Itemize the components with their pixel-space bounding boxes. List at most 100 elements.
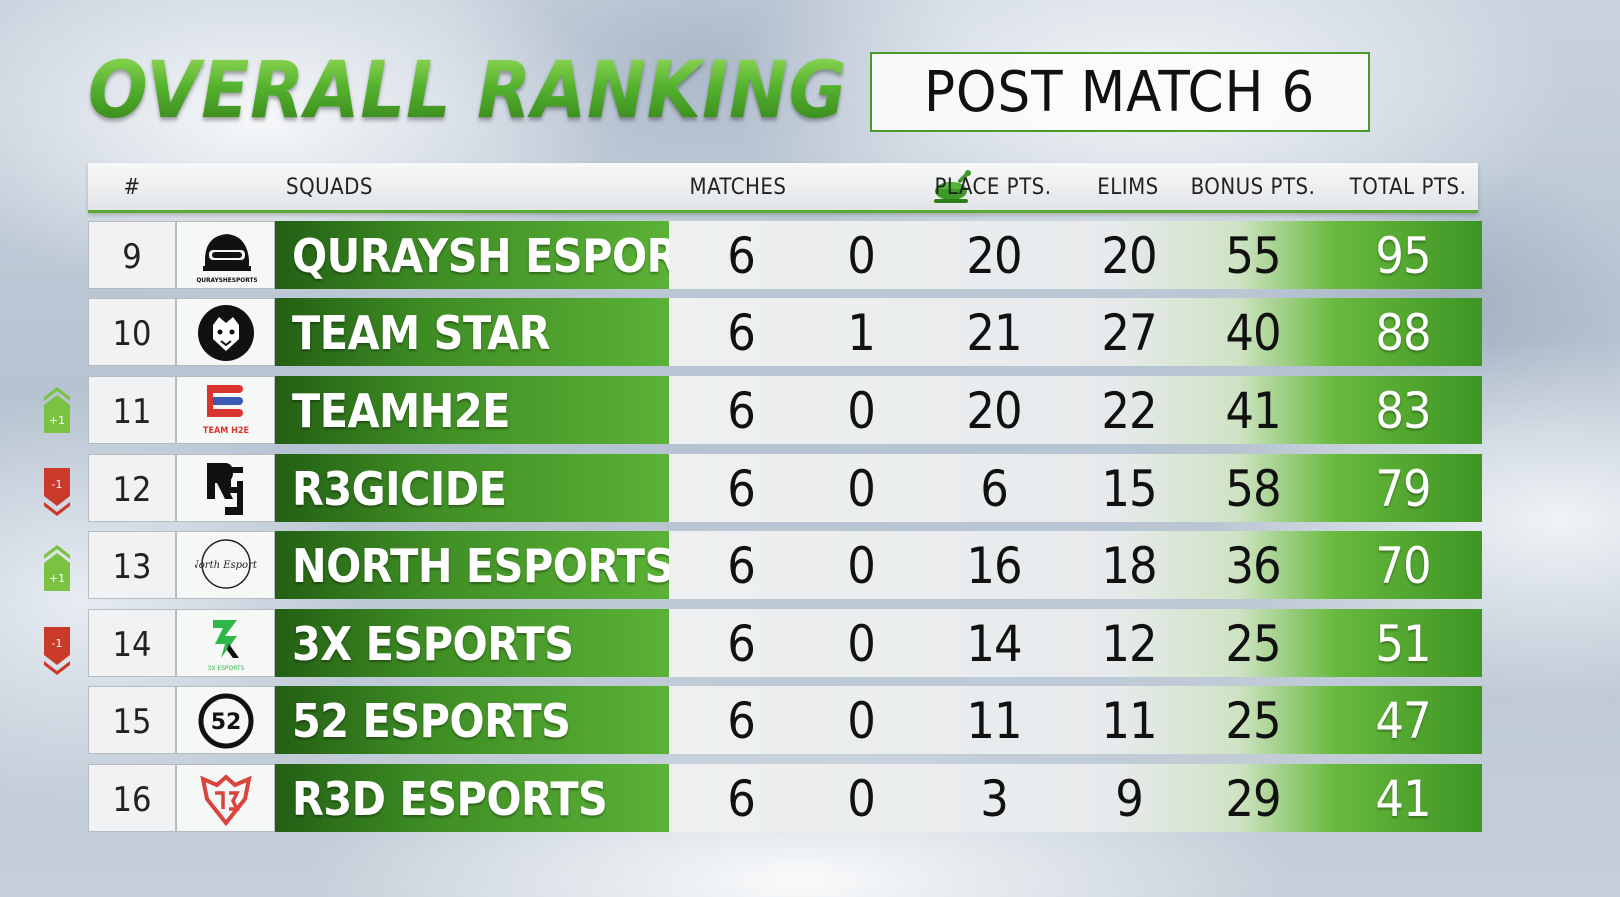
bonus-pts-value: 29 (1225, 770, 1281, 828)
matches-value: 6 (727, 537, 756, 595)
3x-logo-icon: 3X ESPORTS (208, 620, 245, 672)
total-pts-value: 51 (1375, 615, 1431, 673)
rank-change-text: -1 (52, 637, 63, 650)
matches-value: 6 (727, 382, 756, 440)
wins-value: 0 (847, 692, 876, 750)
table-row: 13 North Esports NORTH ESPORTS 6 0 16 18… (88, 531, 1482, 599)
rank-number: 14 (88, 609, 176, 677)
team-logo: 3X ESPORTS (176, 609, 275, 677)
squad-name: TEAMH2E (275, 376, 669, 444)
squad-name: 3X ESPORTS (275, 609, 669, 677)
squad-name: QURAYSH ESPORTS (275, 221, 734, 289)
bonus-pts-value: 25 (1225, 692, 1281, 750)
wins-value: 0 (847, 537, 876, 595)
team-logo: QURAYSHESPORTS (176, 221, 275, 289)
elims-value: 22 (1101, 382, 1157, 440)
col-rank: # (123, 175, 141, 200)
place-pts-value: 21 (966, 304, 1022, 362)
place-pts-value: 3 (980, 770, 1009, 828)
52-logo-icon: 52 (198, 693, 254, 749)
table-row: 9 QURAYSHESPORTS QURAYSH ESPORTS 6 0 20 … (88, 221, 1482, 289)
elims-value: 11 (1101, 692, 1157, 750)
rank-change-text: +1 (49, 572, 65, 585)
rank-change-text: +1 (49, 414, 65, 427)
place-pts-value: 14 (966, 615, 1022, 673)
helmet-logo-icon: QURAYSHESPORTS (196, 234, 257, 284)
bonus-pts-value: 58 (1225, 460, 1281, 518)
rank-number: 9 (88, 221, 176, 289)
logo-text: North Esports (195, 560, 257, 571)
chicken-dinner-icon (934, 170, 971, 203)
matches-value: 6 (727, 304, 756, 362)
team-logo: TEAM H2E (176, 376, 275, 444)
stats-cell: 6 0 6 15 58 79 (669, 454, 1482, 522)
elims-value: 15 (1101, 460, 1157, 518)
matches-value: 6 (727, 227, 756, 285)
table-header: # SQUADS MATCHES PLACE PTS. ELIMS BONUS … (88, 163, 1478, 213)
wins-value: 0 (847, 615, 876, 673)
team-logo (176, 764, 275, 832)
team-logo: North Esports (176, 531, 275, 599)
table-row: 12 R3GICIDE 6 0 6 15 58 79 (88, 454, 1482, 522)
stats-cell: 6 0 14 12 25 51 (669, 609, 1482, 677)
logo-text: QURAYSHESPORTS (196, 276, 257, 284)
stats-cell: 6 0 20 22 41 83 (669, 376, 1482, 444)
bonus-pts-value: 25 (1225, 615, 1281, 673)
matches-value: 6 (727, 460, 756, 518)
col-place-pts: PLACE PTS. (934, 175, 1052, 200)
stats-cell: 6 0 11 11 25 47 (669, 686, 1482, 754)
matches-value: 6 (727, 770, 756, 828)
rank-number: 13 (88, 531, 176, 599)
h2e-logo-icon: TEAM H2E (203, 385, 249, 436)
rank-number: 12 (88, 454, 176, 522)
col-elims: ELIMS (1097, 175, 1159, 200)
squad-name: TEAM STAR (275, 298, 669, 366)
col-bonus-pts: BONUS PTS. (1190, 175, 1316, 200)
rank-up-icon: +1 (44, 545, 70, 591)
bonus-pts-value: 40 (1225, 304, 1281, 362)
stats-cell: 6 0 3 9 29 41 (669, 764, 1482, 832)
total-pts-value: 95 (1375, 227, 1431, 285)
place-pts-value: 11 (966, 692, 1022, 750)
wins-value: 0 (847, 770, 876, 828)
rank-number: 15 (88, 686, 176, 754)
rank-down-icon: -1 (44, 627, 70, 675)
bonus-pts-value: 41 (1225, 382, 1281, 440)
north-logo-icon: North Esports (195, 539, 257, 589)
bonus-pts-value: 36 (1225, 537, 1281, 595)
stats-cell: 6 0 20 20 55 95 (669, 221, 1482, 289)
wins-value: 0 (847, 460, 876, 518)
place-pts-value: 16 (966, 537, 1022, 595)
col-matches: MATCHES (689, 175, 787, 200)
place-pts-value: 20 (966, 227, 1022, 285)
table-row: 10 TEAM STAR 6 1 21 27 40 88 (88, 298, 1482, 366)
elims-value: 18 (1101, 537, 1157, 595)
total-pts-value: 47 (1375, 692, 1431, 750)
match-label-box: POST MATCH 6 (870, 52, 1370, 132)
col-squads: SQUADS (286, 175, 373, 200)
squad-name: R3D ESPORTS (275, 764, 669, 832)
total-pts-value: 70 (1375, 537, 1431, 595)
team-logo: 52 (176, 686, 275, 754)
elims-value: 12 (1101, 615, 1157, 673)
logo-text: TEAM H2E (203, 426, 249, 436)
table-row: 16 R3D ESPORTS 6 0 3 9 29 41 (88, 764, 1482, 832)
match-label: POST MATCH 6 (924, 59, 1316, 125)
elims-value: 27 (1101, 304, 1157, 362)
rank-number: 11 (88, 376, 176, 444)
col-total-pts: TOTAL PTS. (1349, 175, 1467, 200)
lion-logo-icon (198, 305, 254, 361)
matches-value: 6 (727, 692, 756, 750)
r3g-logo-icon (207, 463, 243, 515)
page-title: OVERALL RANKING (88, 46, 848, 136)
bonus-pts-value: 55 (1225, 227, 1281, 285)
squad-name: NORTH ESPORTS (275, 531, 674, 599)
stats-cell: 6 0 16 18 36 70 (669, 531, 1482, 599)
team-logo (176, 454, 275, 522)
rank-number: 10 (88, 298, 176, 366)
total-pts-value: 88 (1375, 304, 1431, 362)
matches-value: 6 (727, 615, 756, 673)
elims-value: 20 (1101, 227, 1157, 285)
table-row: 11 TEAM H2E TEAMH2E 6 0 20 22 41 83 (88, 376, 1482, 444)
rank-up-icon: +1 (44, 387, 70, 433)
